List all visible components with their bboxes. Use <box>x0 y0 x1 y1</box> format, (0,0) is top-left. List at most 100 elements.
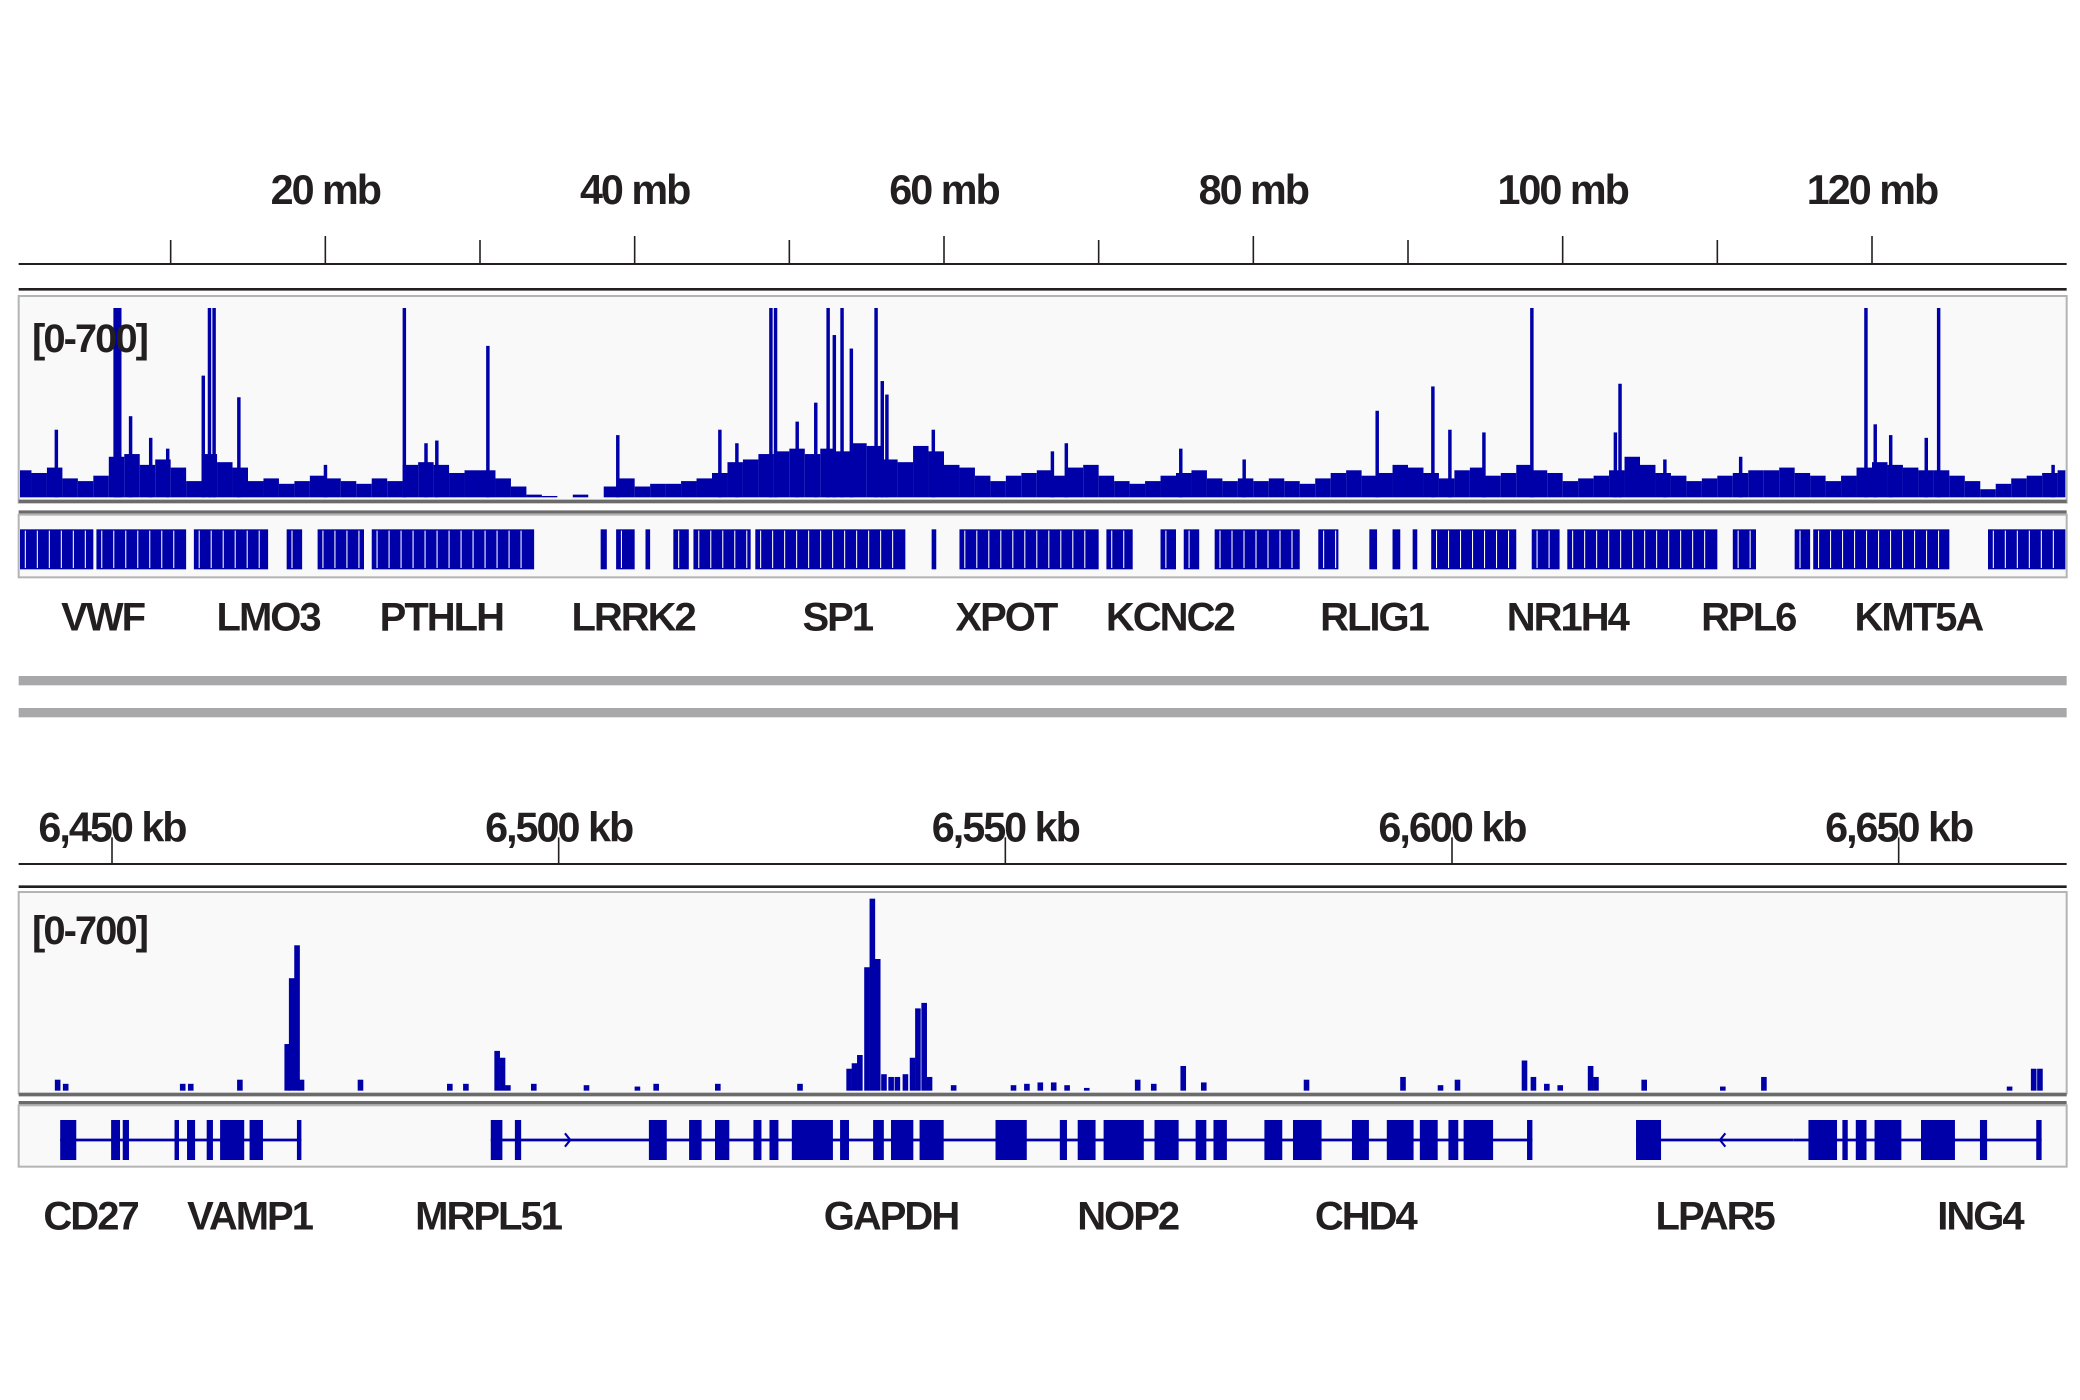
overview-signal-bin <box>634 486 651 498</box>
overview-signal-peak <box>735 443 739 498</box>
overview-gene-block <box>371 529 535 570</box>
overview-signal-bin <box>1980 489 1996 498</box>
overview-signal-bin <box>1299 483 1316 498</box>
overview-signal-bin <box>1624 456 1640 498</box>
overview-signal-peak <box>424 443 428 498</box>
overview-signal-bin <box>1145 481 1161 498</box>
overview-gene-block <box>1431 529 1517 570</box>
locus-signal-bar <box>357 1079 364 1091</box>
overview-signal-bin <box>526 494 542 498</box>
overview-signal-peak <box>1242 459 1246 498</box>
overview-signal-bin <box>773 451 790 498</box>
overview-signal-peak <box>128 416 133 498</box>
transcript-exon <box>715 1120 730 1160</box>
transcript-exon <box>1154 1120 1179 1160</box>
overview-signal-bin <box>217 462 233 498</box>
overview-signal-bin <box>62 478 78 498</box>
strand-arrow-icon <box>564 1132 572 1148</box>
overview-signal-bin <box>1779 467 1795 498</box>
locus-signal-bar <box>298 1079 305 1091</box>
locus-signal-bar <box>284 1044 291 1091</box>
locus-signal-bar <box>179 1083 186 1091</box>
locus-signal-bar <box>1530 1076 1537 1091</box>
locus-signal-bar <box>1587 1065 1594 1091</box>
overview-signal-bin <box>913 445 929 498</box>
transcript-exon <box>514 1120 522 1160</box>
overview-signal-peak <box>212 308 216 498</box>
overview-signal-bin <box>278 483 295 498</box>
overview-signal-peak <box>1864 308 1868 498</box>
transcript-exon <box>769 1120 779 1160</box>
overview-signal-bin <box>186 481 202 498</box>
overview-gene-block <box>317 529 364 570</box>
overview-signal-peak <box>769 308 773 498</box>
overview-signal-bin <box>1794 472 1811 498</box>
transcript-exon <box>1351 1120 1369 1160</box>
locus-signal-bar <box>1064 1085 1070 1091</box>
overview-signal-bin <box>1114 481 1130 498</box>
locus-gene-labels: CD27 VAMP1 MRPL51 GAPDH NOP2 CHD4 LPAR5 ING4 <box>43 1194 2027 1238</box>
locus-signal-bar <box>187 1083 194 1091</box>
overview-signal-peak <box>1530 308 1534 498</box>
overview-signal-bin <box>510 486 527 498</box>
locus-signal-bar <box>1761 1076 1767 1091</box>
overview-signal-bin <box>928 451 944 498</box>
overview-gene-block <box>931 529 937 570</box>
overview-signal-bin <box>1098 475 1115 498</box>
overview-signal-bin <box>681 481 697 498</box>
overview-signal-peak <box>165 448 170 498</box>
locus-signal-bar <box>653 1083 659 1091</box>
overview-signal-bin <box>619 478 635 498</box>
overview-signal-peak <box>113 308 117 498</box>
overview-signal-bin <box>139 464 156 498</box>
overview-signal-peak <box>718 429 722 498</box>
locus-signal-bar <box>1024 1083 1030 1091</box>
overview-signal-peak <box>435 440 439 498</box>
overview-signal-peak <box>115 308 120 498</box>
overview-gene-block <box>1106 529 1133 570</box>
locus-signal-bar <box>1641 1079 1647 1091</box>
overview-signal-track[interactable] <box>17 295 2068 504</box>
locus-gene-track[interactable] <box>17 1104 2068 1168</box>
overview-tick-label: 80 mb <box>1199 167 1309 213</box>
overview-signal-bin <box>1330 472 1347 498</box>
locus-signal-bar <box>902 1074 909 1091</box>
overview-signal-peak <box>1431 386 1435 498</box>
transcript <box>490 1120 1533 1160</box>
overview-range-label: [0-700] <box>32 317 148 361</box>
transcript-exon <box>1874 1120 1902 1160</box>
overview-gene-block <box>673 529 689 570</box>
overview-signal-bin <box>1810 475 1826 498</box>
locus-signal-bar <box>62 1083 69 1091</box>
overview-signal-bin <box>1408 467 1424 498</box>
overview-signal-bin <box>1670 475 1687 498</box>
overview-signal-bin <box>1454 470 1470 498</box>
transcript-exon <box>1386 1120 1414 1160</box>
overview-signal-bin <box>371 478 388 498</box>
overview-signal-peak <box>840 308 844 498</box>
overview-signal-bin <box>1717 475 1733 498</box>
overview-signal-bin <box>650 483 666 498</box>
overview-signal-bin <box>1052 475 1068 498</box>
overview-signal-bin <box>944 464 960 498</box>
overview-signal-bin <box>1160 475 1176 498</box>
overview-signal-bin <box>1469 467 1486 498</box>
locus-signal-bar <box>1180 1065 1187 1091</box>
locus-gene-label: GAPDH <box>824 1194 959 1238</box>
locus-signal-bars <box>54 898 2043 1091</box>
locus-gene-label: MRPL51 <box>415 1194 563 1238</box>
locus-tick-label: 6,550 kb <box>932 804 1080 850</box>
locus-signal-bar <box>1150 1083 1157 1091</box>
locus-signal-bar <box>499 1057 506 1091</box>
locus-ruler: 6,450 kb 6,500 kb 6,550 kb 6,600 kb 6,650 kb <box>18 804 2067 865</box>
locus-tick-label: 6,450 kb <box>38 804 186 850</box>
overview-signal-bin <box>294 481 310 498</box>
transcript-exon <box>689 1120 702 1160</box>
overview-signal-bin <box>1005 475 1022 498</box>
overview-signal-bin <box>1701 478 1718 498</box>
overview-signal-bin <box>541 495 558 498</box>
overview-signal-bin <box>93 475 109 498</box>
locus-tick-label: 6,600 kb <box>1378 804 1526 850</box>
overview-gene-block <box>1531 529 1560 570</box>
locus-signal-track[interactable] <box>17 891 2068 1095</box>
